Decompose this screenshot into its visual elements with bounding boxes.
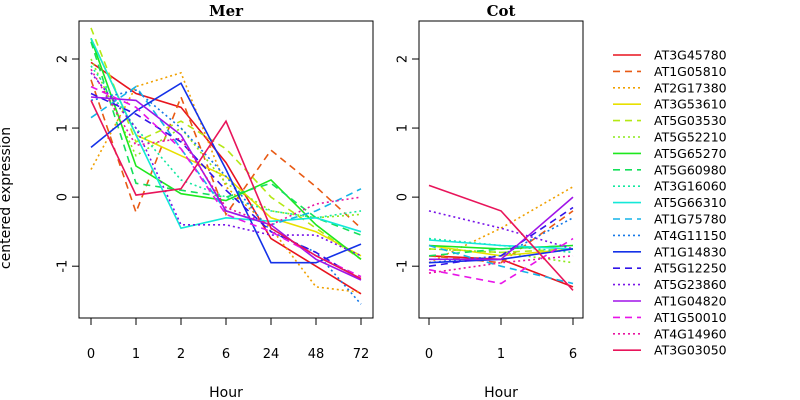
series-line-at3g16060 bbox=[90, 65, 362, 219]
series-line-at4g14960 bbox=[428, 255, 574, 274]
legend-item: AT4G14960 bbox=[613, 326, 727, 341]
legend-item: AT5G03530 bbox=[613, 113, 727, 128]
legend-item: AT5G12250 bbox=[613, 261, 727, 276]
legend-item: AT5G52210 bbox=[613, 130, 727, 145]
series-line-at5g66310 bbox=[428, 239, 574, 250]
series-line-at5g65270 bbox=[90, 38, 362, 260]
legend-item: AT3G16060 bbox=[613, 179, 727, 194]
legend-item: AT3G53610 bbox=[613, 97, 727, 112]
legend-label: AT3G16060 bbox=[654, 179, 727, 194]
x-tick-label: 6 bbox=[569, 347, 577, 362]
x-tick-label: 48 bbox=[308, 347, 325, 362]
legend-item: AT3G45780 bbox=[613, 48, 727, 63]
y-tick-label: 0 bbox=[396, 193, 411, 201]
series-line-at1g50010 bbox=[428, 237, 574, 285]
x-tick-label: 0 bbox=[87, 347, 95, 362]
y-tick-label: 1 bbox=[396, 124, 411, 132]
series-line-at2g17380 bbox=[428, 186, 574, 264]
legend-label: AT1G50010 bbox=[654, 310, 727, 325]
y-tick-label: 0 bbox=[56, 193, 71, 201]
x-tick-label: 24 bbox=[263, 347, 280, 362]
panels: Mer 0 1 2 6 24 48 72 -1 0 1 2 Hour Cot 0 1 6 -1 0 1 2 Hour bbox=[56, 2, 584, 400]
legend-item: AT3G03050 bbox=[613, 343, 727, 358]
panel-cot: Cot 0 1 6 -1 0 1 2 Hour bbox=[396, 2, 584, 400]
series-line-at4g14960 bbox=[90, 68, 362, 226]
series-line-at5g23860 bbox=[90, 72, 362, 257]
y-tick-label: -1 bbox=[396, 260, 411, 273]
series-line-at5g03530 bbox=[90, 27, 362, 260]
legend-item: AT5G65270 bbox=[613, 146, 727, 161]
series-line-at5g12250 bbox=[90, 92, 362, 281]
series-line-at3g16060 bbox=[428, 237, 574, 254]
y-tick-label: 1 bbox=[56, 124, 71, 132]
legend-label: AT5G03530 bbox=[654, 113, 727, 128]
y-axis-title: centered expression bbox=[0, 127, 14, 269]
legend-item: AT1G75780 bbox=[613, 212, 727, 227]
legend-item: AT1G50010 bbox=[613, 310, 727, 325]
series-line-at5g12250 bbox=[428, 206, 574, 267]
legend-label: AT1G05810 bbox=[654, 64, 727, 79]
legend-label: AT2G17380 bbox=[654, 80, 727, 95]
series-line-at5g52210 bbox=[428, 248, 574, 264]
series-line-at3g03050 bbox=[90, 100, 362, 280]
legend-label: AT5G65270 bbox=[654, 146, 727, 161]
series-line-at5g66310 bbox=[90, 37, 362, 233]
legend-item: AT5G60980 bbox=[613, 162, 727, 177]
x-tick-label: 1 bbox=[132, 347, 140, 362]
panel-title: Cot bbox=[487, 2, 516, 20]
series-line-at3g03050 bbox=[428, 184, 574, 291]
legend-label: AT5G60980 bbox=[654, 162, 727, 177]
series-line-at1g05810 bbox=[90, 79, 362, 229]
legend-label: AT5G12250 bbox=[654, 261, 727, 276]
series-line-at3g45780 bbox=[90, 61, 362, 295]
series-line-at5g60980 bbox=[428, 244, 574, 257]
legend-label: AT3G53610 bbox=[654, 97, 727, 112]
legend-item: AT1G05810 bbox=[613, 64, 727, 79]
legend-label: AT3G45780 bbox=[654, 48, 727, 63]
x-axis-title: Hour bbox=[484, 385, 518, 400]
x-tick-label: 2 bbox=[177, 347, 185, 362]
series-line-at1g75780 bbox=[428, 244, 574, 285]
x-tick-label: 72 bbox=[353, 347, 370, 362]
legend-label: AT1G75780 bbox=[654, 212, 727, 227]
legend-label: AT1G14830 bbox=[654, 244, 727, 259]
series-line-at1g75780 bbox=[90, 85, 362, 226]
series-line-at1g14830 bbox=[90, 82, 362, 264]
y-tick-label: 2 bbox=[56, 55, 71, 63]
series-line-at1g05810 bbox=[428, 210, 574, 264]
legend: AT3G45780AT1G05810AT2G17380AT3G53610AT5G… bbox=[613, 48, 727, 358]
legend-item: AT5G23860 bbox=[613, 277, 727, 292]
legend-item: AT1G04820 bbox=[613, 294, 727, 309]
legend-item: AT1G14830 bbox=[613, 244, 727, 259]
series-line-at1g04820 bbox=[429, 196, 574, 261]
legend-label: AT5G52210 bbox=[654, 130, 727, 145]
y-tick-label: 2 bbox=[396, 55, 411, 63]
legend-label: AT1G04820 bbox=[654, 294, 727, 309]
legend-label: AT4G14960 bbox=[654, 326, 727, 341]
legend-label: AT5G66310 bbox=[654, 195, 727, 210]
series-line-at1g04820 bbox=[90, 96, 362, 281]
legend-label: AT3G03050 bbox=[654, 343, 727, 358]
x-tick-label: 0 bbox=[425, 347, 433, 362]
x-tick-label: 6 bbox=[222, 347, 230, 362]
legend-item: AT4G11150 bbox=[613, 228, 727, 243]
legend-label: AT5G23860 bbox=[654, 277, 727, 292]
y-tick-label: -1 bbox=[56, 260, 71, 273]
x-tick-label: 1 bbox=[497, 347, 505, 362]
panel-mer: Mer 0 1 2 6 24 48 72 -1 0 1 2 Hour bbox=[56, 2, 374, 400]
series-line-at5g60980 bbox=[90, 41, 362, 236]
series-line-at4g11150 bbox=[428, 217, 574, 264]
series-line-at5g52210 bbox=[90, 58, 362, 219]
x-axis-title: Hour bbox=[209, 385, 243, 400]
legend-label: AT4G11150 bbox=[654, 228, 727, 243]
legend-item: AT5G66310 bbox=[613, 195, 727, 210]
legend-item: AT2G17380 bbox=[613, 80, 727, 95]
panel-title: Mer bbox=[209, 2, 244, 20]
